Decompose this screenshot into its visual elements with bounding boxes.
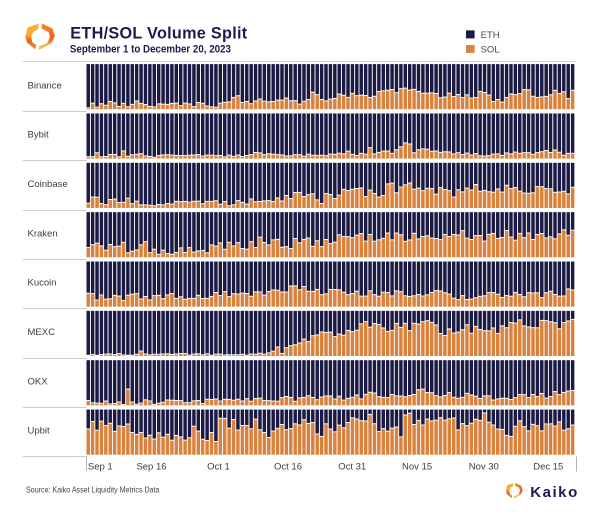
svg-text:September 1 to December 20, 20: September 1 to December 20, 2023 [70,44,231,56]
svg-text:OKX: OKX [28,376,49,387]
svg-text:Kucoin: Kucoin [28,278,57,289]
svg-text:Oct 16: Oct 16 [274,461,302,472]
svg-text:ETH: ETH [481,30,500,41]
svg-text:Source: Kaiko Asset Liquidity: Source: Kaiko Asset Liquidity Metrics Da… [26,485,160,495]
svg-text:Sep 16: Sep 16 [136,461,166,472]
svg-text:Oct 1: Oct 1 [207,461,230,472]
svg-text:Dec 15: Dec 15 [533,461,563,472]
svg-text:Kaiko: Kaiko [530,484,579,501]
svg-text:Kraken: Kraken [28,228,58,239]
svg-text:SOL: SOL [481,45,500,56]
svg-text:Upbit: Upbit [28,426,51,437]
svg-text:Nov 30: Nov 30 [469,461,499,472]
svg-text:Oct 31: Oct 31 [338,461,366,472]
svg-text:Nov 15: Nov 15 [402,461,432,472]
svg-text:Bybit: Bybit [28,130,49,141]
svg-text:Sep 1: Sep 1 [88,461,113,472]
svg-text:Coinbase: Coinbase [28,179,68,190]
svg-text:MEXC: MEXC [28,327,56,338]
svg-text:ETH/SOL Volume Split: ETH/SOL Volume Split [70,25,247,43]
svg-text:Binance: Binance [28,80,62,91]
